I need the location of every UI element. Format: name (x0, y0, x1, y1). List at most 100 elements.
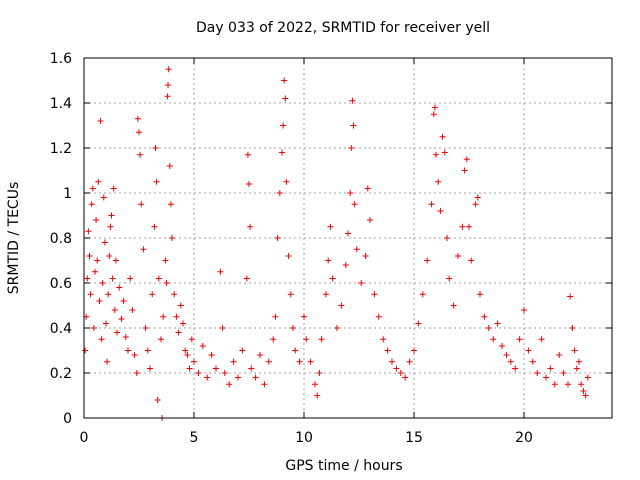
data-point (246, 181, 252, 187)
data-point (314, 392, 321, 399)
data-point (191, 358, 197, 365)
data-point (287, 291, 294, 298)
data-point (565, 381, 571, 388)
data-point (165, 82, 172, 88)
data-point (573, 365, 580, 372)
data-point (100, 194, 107, 201)
data-point (116, 284, 123, 291)
data-point (276, 190, 283, 196)
x-tick-label: 10 (295, 430, 313, 446)
x-tick-label: 20 (515, 430, 533, 446)
data-point (106, 253, 113, 259)
data-point (221, 370, 228, 376)
data-point (92, 268, 98, 275)
data-point (364, 185, 371, 192)
data-point (144, 347, 151, 354)
data-point (342, 262, 349, 268)
data-point (175, 329, 182, 336)
data-point (347, 190, 354, 196)
data-point (219, 325, 226, 331)
data-point (474, 194, 481, 201)
data-point (371, 291, 378, 298)
data-point (362, 253, 369, 259)
data-point (149, 291, 156, 298)
data-point (303, 336, 310, 343)
data-point (235, 374, 241, 381)
data-point (86, 253, 93, 259)
data-point (199, 343, 206, 349)
data-point (182, 347, 189, 354)
data-point (316, 370, 323, 376)
data-point (560, 370, 567, 376)
data-point (477, 291, 483, 298)
data-point (136, 129, 142, 136)
data-point (290, 325, 296, 331)
data-point (111, 307, 118, 313)
data-point (94, 257, 101, 264)
data-point (180, 320, 186, 327)
data-point (569, 325, 576, 331)
data-point (151, 223, 158, 230)
data-point (153, 178, 160, 185)
data-point (285, 253, 292, 259)
data-point (529, 358, 536, 365)
data-point (186, 365, 193, 372)
data-point (393, 365, 400, 372)
data-point (158, 336, 164, 343)
data-point (406, 358, 413, 365)
data-point (411, 347, 417, 354)
data-point (556, 352, 563, 358)
data-point (551, 381, 558, 388)
data-point (134, 115, 141, 122)
data-point (195, 370, 202, 376)
data-point (281, 77, 288, 84)
data-point (101, 239, 108, 246)
data-point (345, 230, 351, 237)
data-point (105, 291, 112, 298)
x-axis-ticks: 0 5 10 15 20 (80, 58, 533, 446)
data-point (582, 392, 589, 399)
data-point (468, 257, 475, 264)
data-point (349, 97, 356, 104)
data-point (490, 336, 497, 343)
data-point (104, 358, 111, 365)
data-point (279, 149, 285, 156)
y-tick-label: 0.4 (50, 321, 72, 337)
data-point (437, 208, 444, 214)
data-point (93, 217, 100, 223)
chart-title: Day 033 of 2022, SRMTID for receiver yel… (196, 20, 490, 36)
data-point (283, 178, 290, 185)
data-point (243, 275, 250, 282)
data-point (534, 370, 541, 376)
data-point (516, 336, 523, 343)
data-point (188, 336, 195, 343)
data-point (129, 307, 136, 313)
data-point (169, 235, 175, 241)
data-point (292, 347, 299, 354)
data-point (430, 111, 437, 118)
data-point (367, 217, 373, 223)
data-point (114, 329, 120, 336)
data-point (171, 291, 178, 298)
data-point (142, 325, 149, 331)
y-tick-label: 1 (63, 186, 72, 202)
data-point (455, 253, 461, 259)
data-point (472, 201, 479, 208)
data-point (274, 235, 281, 241)
data-point (358, 280, 365, 286)
data-point (261, 381, 268, 388)
data-point (301, 313, 307, 320)
data-point (137, 151, 144, 158)
data-point (97, 118, 104, 124)
data-point (348, 145, 355, 151)
data-point (166, 163, 173, 169)
data-point (270, 336, 277, 343)
data-point (435, 178, 442, 185)
data-point (567, 293, 574, 300)
data-point (402, 374, 409, 381)
x-tick-label: 15 (405, 430, 423, 446)
data-point (353, 246, 360, 253)
data-point (88, 201, 95, 208)
data-point (428, 201, 435, 208)
